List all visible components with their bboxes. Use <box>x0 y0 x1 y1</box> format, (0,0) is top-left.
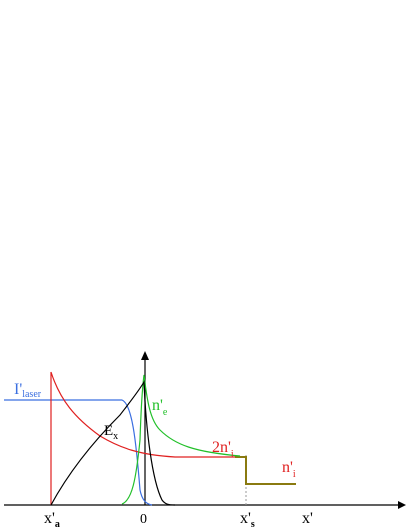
ion-step-curve <box>235 456 296 485</box>
y-axis-arrowhead <box>141 351 149 360</box>
electron-density-curve <box>121 374 241 505</box>
laser-intensity-curve <box>4 399 153 506</box>
electric-field-label: Ex <box>104 423 118 442</box>
tick-label-xs: x's <box>240 510 255 529</box>
double-ion-density-label: 2n'i <box>212 439 234 460</box>
electric-field-curve <box>50 379 176 506</box>
axes <box>4 351 406 509</box>
electron-density-label: n'e <box>152 397 168 418</box>
tick-label-xa: x'a <box>44 510 60 529</box>
x-axis-arrowhead <box>398 501 406 509</box>
ion-density-label: n'i <box>282 459 296 480</box>
laser-intensity-label: I'laser <box>14 381 42 400</box>
x-axis-label: x' <box>302 510 313 527</box>
tick-label-origin: 0 <box>140 512 147 527</box>
